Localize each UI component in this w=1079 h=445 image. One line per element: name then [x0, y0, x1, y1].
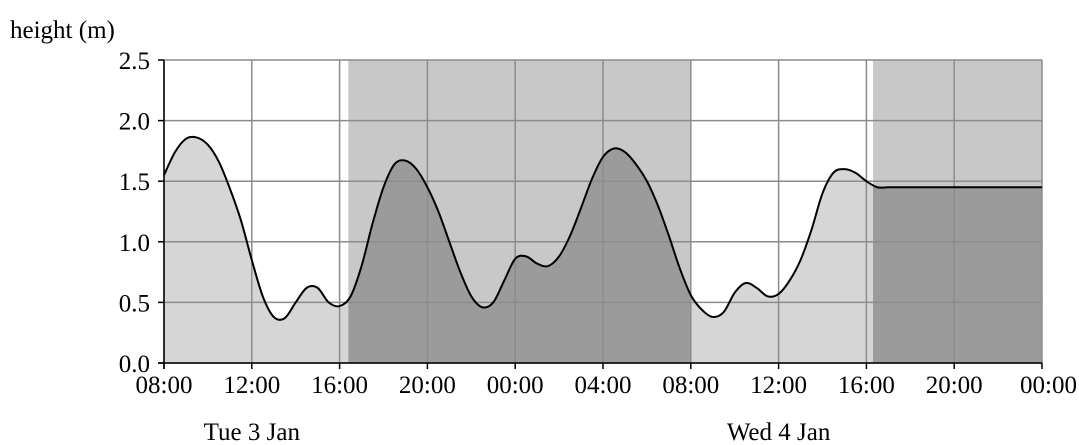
- x-tick-label: 00:00: [487, 372, 544, 399]
- y-tick-label: 0.5: [119, 290, 150, 317]
- y-axis-title: height (m): [10, 17, 115, 44]
- x-tick-label: 16:00: [311, 372, 368, 399]
- y-tick-label: 0.0: [119, 351, 150, 378]
- x-tick-label: 20:00: [926, 372, 983, 399]
- y-tick-label: 1.0: [119, 230, 150, 257]
- grid-lines: [163, 59, 1043, 364]
- y-tick-label: 1.5: [119, 169, 150, 196]
- x-tick-label: 12:00: [223, 372, 280, 399]
- date-label-0: Tue 3 Jan: [204, 419, 301, 445]
- tide-line-group: [163, 135, 1043, 321]
- y-tick-label: 2.5: [119, 48, 150, 75]
- date-label-1: Wed 4 Jan: [727, 419, 831, 445]
- x-tick-label: 16:00: [838, 372, 895, 399]
- y-tick-label: 2.0: [119, 109, 150, 136]
- x-tick-label: 20:00: [399, 372, 456, 399]
- x-tick-label: 04:00: [575, 372, 632, 399]
- x-tick-label: 08:00: [662, 372, 719, 399]
- axes: [158, 59, 1043, 369]
- x-tick-label: 08:00: [136, 372, 193, 399]
- tide-line: [163, 135, 1043, 321]
- labels: height (m) 0.0 0.5 1.0 1.5 2.0 2.5 08:00 12:00 1…: [10, 17, 1077, 445]
- x-tick-label: 00:00: [1020, 372, 1077, 399]
- x-tick-label: 12:00: [750, 372, 807, 399]
